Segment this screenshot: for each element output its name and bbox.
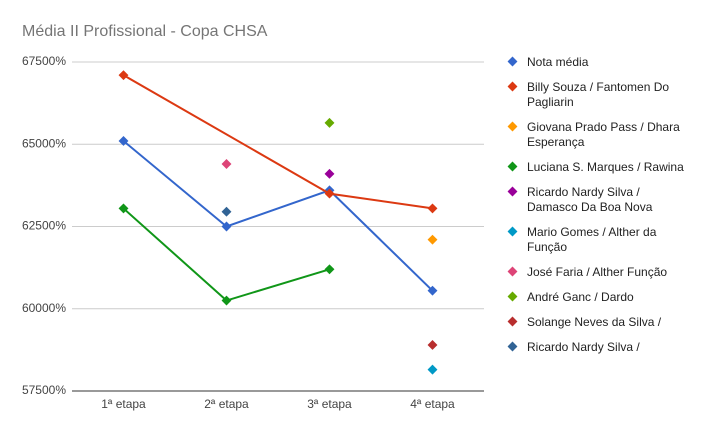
legend-label: Billy Souza / Fantomen Do Pagliarin bbox=[527, 80, 670, 109]
legend-swatch bbox=[507, 161, 518, 172]
legend-label: Ricardo Nardy Silva / Damasco Da Boa Nov… bbox=[527, 185, 653, 214]
x-tick-label: 4ª etapa bbox=[410, 397, 455, 411]
legend-item: Billy Souza / Fantomen Do Pagliarin bbox=[507, 80, 693, 110]
point-marker bbox=[118, 203, 129, 214]
point-marker bbox=[221, 221, 232, 232]
legend-swatch bbox=[507, 341, 518, 352]
y-tick-label: 62500% bbox=[22, 219, 66, 233]
point-marker bbox=[221, 206, 232, 217]
legend-item: Giovana Prado Pass / Dhara Esperança bbox=[507, 120, 693, 150]
point-marker bbox=[324, 264, 335, 275]
legend-swatch bbox=[507, 121, 518, 132]
legend-label: André Ganc / Dardo bbox=[527, 290, 634, 304]
x-tick-label: 2ª etapa bbox=[204, 397, 249, 411]
x-tick-label: 1ª etapa bbox=[101, 397, 146, 411]
legend: Nota média Billy Souza / Fantomen Do Pagl… bbox=[507, 55, 693, 365]
point-marker bbox=[324, 168, 335, 179]
legend-label: Solange Neves da Silva / bbox=[527, 315, 662, 329]
point-marker bbox=[118, 136, 129, 146]
series-line bbox=[122, 140, 434, 292]
y-tick-label: 65000% bbox=[22, 136, 66, 150]
y-tick-label: 67500% bbox=[22, 54, 66, 68]
legend-item: Luciana S. Marques / Rawina bbox=[507, 160, 693, 175]
legend-label: Nota média bbox=[527, 55, 589, 69]
legend-label: Luciana S. Marques / Rawina bbox=[527, 160, 684, 174]
point-marker bbox=[221, 295, 232, 306]
point-marker bbox=[427, 285, 438, 296]
legend-label: Ricardo Nardy Silva / bbox=[527, 340, 640, 354]
legend-item: Mario Gomes / Alther da Função bbox=[507, 225, 693, 255]
y-tick-label: 57500% bbox=[22, 383, 66, 397]
point-marker bbox=[221, 159, 232, 169]
legend-swatch bbox=[507, 56, 518, 67]
legend-swatch bbox=[507, 226, 518, 237]
y-tick-label: 60000% bbox=[22, 301, 66, 315]
point-marker bbox=[427, 364, 438, 375]
legend-label: Mario Gomes / Alther da Função bbox=[527, 225, 657, 254]
legend-swatch bbox=[507, 291, 518, 302]
legend-item: José Faria / Alther Função bbox=[507, 265, 693, 280]
legend-item: André Ganc / Dardo bbox=[507, 290, 693, 305]
legend-item: Solange Neves da Silva / bbox=[507, 315, 693, 330]
legend-label: José Faria / Alther Função bbox=[527, 265, 668, 279]
legend-swatch bbox=[507, 186, 518, 197]
x-tick-label: 3ª etapa bbox=[307, 397, 352, 411]
point-marker bbox=[427, 234, 438, 245]
legend-swatch bbox=[507, 316, 518, 327]
series-line bbox=[123, 74, 433, 210]
point-marker bbox=[324, 188, 335, 199]
legend-label: Giovana Prado Pass / Dhara Esperança bbox=[527, 120, 680, 149]
point-marker bbox=[118, 70, 129, 81]
chart-title: Média II Profissional - Copa CHSA bbox=[22, 23, 268, 40]
legend-item: Ricardo Nardy Silva / Damasco Da Boa Nov… bbox=[507, 185, 693, 215]
point-marker bbox=[324, 117, 335, 128]
legend-swatch bbox=[507, 266, 518, 277]
legend-item: Ricardo Nardy Silva / bbox=[507, 340, 693, 355]
legend-item: Nota média bbox=[507, 55, 693, 70]
legend-swatch bbox=[507, 81, 518, 92]
point-marker bbox=[427, 203, 438, 214]
point-marker bbox=[427, 339, 438, 350]
